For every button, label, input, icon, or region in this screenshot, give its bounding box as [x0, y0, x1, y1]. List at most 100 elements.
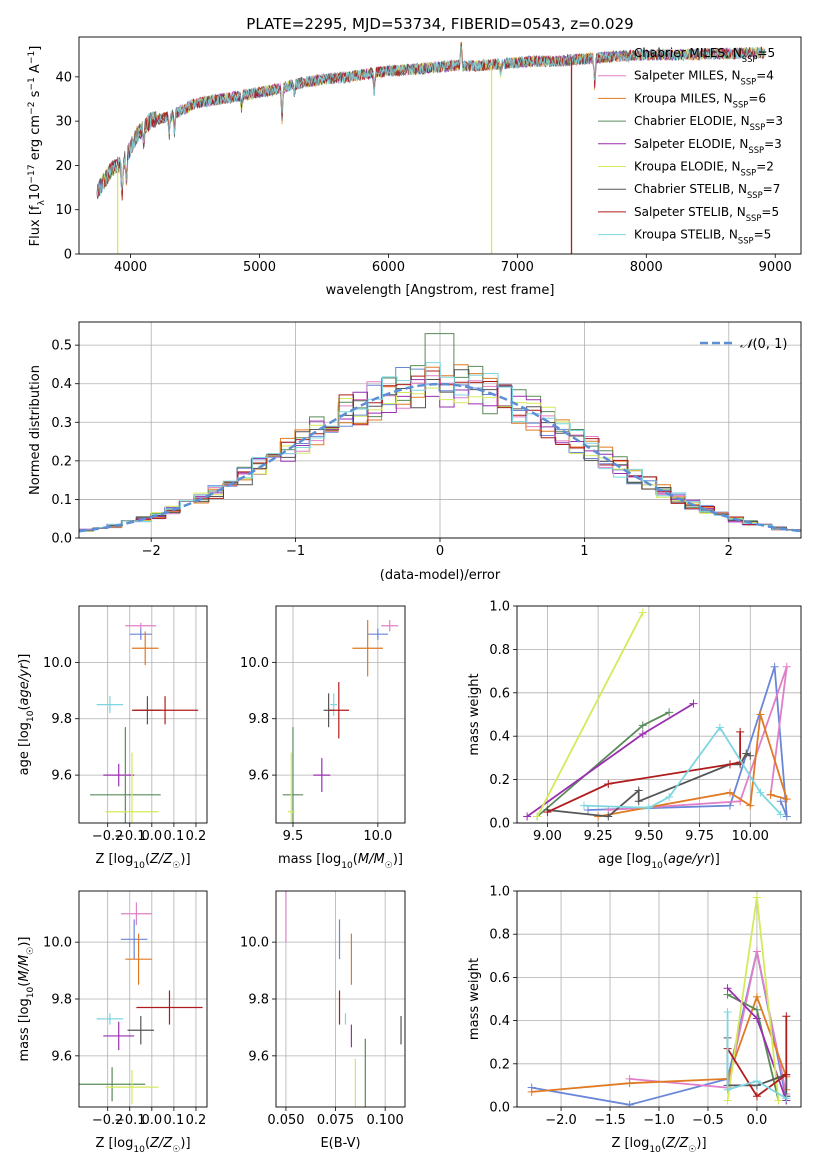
weight-vs-age-marker-kroupa-stelib [776, 810, 785, 819]
mass-vs-z-xtick-label: −0.1 [114, 1113, 146, 1128]
weight-vs-age-marker-chabrier-miles [584, 805, 592, 814]
age-vs-mass-plot-area [282, 620, 399, 823]
weight-vs-age-marker-kroupa-stelib [579, 801, 588, 810]
age-vs-mass-xtick-label: 9.5 [283, 829, 304, 844]
age-vs-mass-ytick-label: 9.6 [248, 769, 269, 784]
weight-vs-age-marker-chabrier-elodie [665, 708, 674, 717]
weight-vs-age-marker-chabrier-stelib [604, 812, 613, 821]
weight-vs-z-line-salpeter-miles [629, 951, 788, 1095]
weight-vs-age-marker-kroupa-miles [756, 710, 765, 719]
weight-vs-age-xlabel: age [log10(age/yr)] [598, 852, 720, 871]
weight-vs-z-ylabel: mass weight [467, 958, 482, 1040]
spectrum-frame [78, 36, 802, 255]
weight-vs-age-line-kroupa-miles [597, 714, 789, 818]
weight-vs-age-marker-kroupa-miles [766, 790, 775, 799]
weight-vs-age-marker-salpeter-stelib [543, 808, 552, 817]
mass-vs-ebv-ytick-label: 9.6 [248, 1049, 269, 1064]
spectrum-ytick-label: 20 [55, 159, 72, 174]
histogram-chabrier-stelib [79, 369, 801, 532]
mass-vs-z-ylabel: mass [log10(M/M☉)] [17, 937, 36, 1062]
residuals-plot-area [79, 333, 801, 533]
weight-vs-z-marker-salpeter-stelib [782, 1070, 791, 1079]
weight-vs-z-marker-kroupa-stelib [782, 1094, 791, 1103]
age-vs-z-xtick-label: 0.0 [141, 829, 162, 844]
age-vs-z-xtick-label: 0.2 [186, 829, 207, 844]
age-vs-mass-axes: 9.5 10.0 9.6 9.8 10.0 mass [log10(M/M☉)] [240, 605, 406, 871]
weight-vs-z-ytick-label: 0.6 [489, 971, 510, 986]
weight-vs-age-marker-chabrier-miles [776, 797, 785, 806]
weight-vs-z-xtick-label: −2.0 [545, 1113, 577, 1128]
weight-vs-z-marker-kroupa-stelib [752, 1077, 761, 1086]
mass-vs-ebv-plot-area [285, 891, 402, 1107]
residuals-axes: −2 −1 0 1 2 0.0 0.1 0.2 0.3 0.4 0.5 𝒩(0, 1) (data-mo… [28, 321, 802, 583]
residuals-xtick-label: −1 [286, 544, 305, 559]
mass-vs-ebv-xlabel: E(B-V) [320, 1136, 360, 1151]
weight-vs-age-marker-chabrier-elodie [638, 721, 647, 730]
age-vs-z-axes: −0.2−0.10.0 0.1 0.2 9.6 9.8 10.0 Z [log10(Z/Z☉… [17, 605, 208, 871]
weight-vs-age-ytick-label: 1.0 [489, 600, 510, 615]
weight-vs-age-axes: 9.00 9.25 9.50 9.75 10.00 0.0 0.2 0.4 0.6 0.8 1.0 a… [467, 600, 802, 871]
age-vs-z-xlabel: Z [log10(Z/Z☉)] [95, 852, 190, 871]
spectrum-ytick-label: 40 [55, 70, 72, 85]
weight-vs-age-marker-chabrier-miles [770, 662, 779, 671]
weight-vs-z-marker-chabrier-elodie [752, 1005, 761, 1014]
weight-vs-age-marker-salpeter-miles [782, 662, 791, 671]
weight-vs-age-line-salpeter-miles [608, 666, 788, 811]
age-vs-z-plot-area [90, 622, 199, 823]
mass-vs-z-xtick-label: 0.0 [141, 1113, 162, 1128]
weight-vs-age-line-kroupa-elodie [536, 612, 644, 817]
legend-label-chabrier-elodie: Chabrier ELODIE, NSSP=3 [634, 114, 783, 132]
weight-vs-z-frame [516, 890, 802, 1108]
legend-label-kroupa-stelib: Kroupa STELIB, NSSP=5 [634, 228, 771, 246]
spectrum-ylabel: Flux [fλ10−17 erg cm−2 s−1 A−1] [27, 46, 47, 247]
weight-vs-z-xlabel: Z [log10(Z/Z☉)] [611, 1136, 706, 1155]
mass-vs-z-axes: −0.2−0.10.0 0.1 0.2 9.6 9.8 10.0 Z [log10(Z/Z☉… [17, 890, 208, 1155]
mass-vs-z-xtick-label: −0.2 [92, 1113, 124, 1128]
residuals-ytick-label: 0.1 [51, 493, 72, 508]
weight-vs-age-marker-chabrier-miles [726, 801, 734, 810]
age-vs-z-frame [78, 605, 208, 824]
weight-vs-age-ytick-label: 0.4 [489, 730, 510, 745]
mass-vs-ebv-ytick-label: 9.8 [248, 993, 269, 1008]
weight-vs-age-marker-kroupa-elodie [533, 812, 542, 821]
histogram-kroupa-miles [79, 364, 801, 532]
legend-label-chabrier-miles: Chabrier MILES, NSSP=5 [634, 46, 775, 64]
residuals-ytick-label: 0.0 [51, 532, 72, 547]
spectrum-ytick-label: 30 [55, 115, 72, 130]
weight-vs-age-marker-kroupa-miles [782, 795, 791, 804]
mass-vs-z-xtick-label: 0.1 [164, 1113, 185, 1128]
mass-vs-z-plot-area [79, 902, 203, 1105]
legend-label-kroupa-elodie: Kroupa ELODIE, NSSP=2 [634, 160, 774, 178]
weight-vs-z-xtick-label: −1.5 [594, 1113, 626, 1128]
weight-vs-age-ytick-label: 0.2 [489, 773, 510, 788]
weight-vs-age-marker-kroupa-stelib [756, 788, 765, 797]
weight-vs-age-ylabel: mass weight [467, 673, 482, 755]
age-vs-z-ytick-label: 9.6 [51, 769, 72, 784]
weight-vs-z-marker-salpeter-stelib [782, 1012, 791, 1021]
weight-vs-z-ytick-label: 0.4 [489, 1014, 510, 1029]
age-vs-z-xtick-label: −0.1 [114, 829, 146, 844]
weight-vs-age-marker-kroupa-miles [726, 788, 734, 797]
residuals-xtick-label: 0 [436, 544, 444, 559]
age-vs-z-xtick-label: 0.1 [164, 829, 185, 844]
age-vs-mass-xtick-label: 10.0 [363, 829, 392, 844]
mass-vs-z-ytick-label: 10.0 [43, 936, 72, 951]
weight-vs-age-marker-kroupa-stelib [715, 723, 724, 732]
weight-vs-age-marker-salpeter-elodie [689, 699, 698, 708]
weight-vs-z-ytick-label: 0.8 [489, 928, 510, 943]
residuals-ylabel: Normed distribution [28, 365, 43, 495]
weight-vs-z-marker-kroupa-miles [625, 1079, 634, 1088]
legend-label-salpeter-elodie: Salpeter ELODIE, NSSP=3 [634, 137, 782, 155]
age-vs-mass-ytick-label: 10.0 [240, 656, 269, 671]
weight-vs-z-marker-salpeter-elodie [752, 1014, 761, 1023]
weight-vs-age-marker-kroupa-stelib [665, 792, 674, 801]
age-vs-z-ylabel: age [log10(age/yr)] [17, 654, 36, 776]
residuals-xlabel: (data-model)/error [380, 568, 501, 583]
mass-vs-ebv-xtick-label: 0.050 [267, 1113, 304, 1128]
spectrum-xtick-label: 8000 [630, 260, 663, 275]
weight-vs-z-ytick-label: 0.2 [489, 1057, 510, 1072]
mass-vs-ebv-frame [275, 890, 406, 1108]
weight-vs-age-marker-chabrier-miles [782, 812, 791, 821]
mass-vs-z-ytick-label: 9.6 [51, 1049, 72, 1064]
